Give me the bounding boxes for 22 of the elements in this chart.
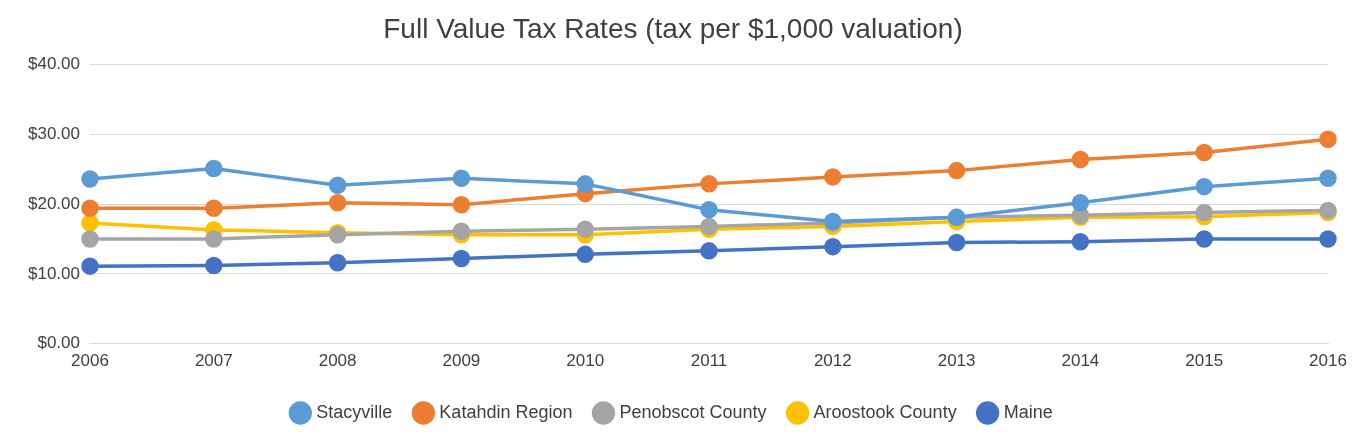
chart-title: Full Value Tax Rates (tax per $1,000 valuation)	[383, 12, 963, 44]
x-tick-label: 2012	[813, 351, 852, 371]
legend-label: Stacyville	[316, 401, 393, 422]
x-tick-label: 2009	[442, 351, 481, 371]
x-tick-label: 2016	[1309, 351, 1347, 371]
x-tick-label: 2008	[318, 351, 357, 371]
x-tick-label: 2011	[690, 351, 728, 371]
y-tick-label: $30.00	[28, 124, 80, 144]
y-tick-label: $40.00	[28, 54, 80, 74]
x-tick-label: 2010	[566, 351, 605, 371]
y-tick-label: $10.00	[28, 263, 80, 283]
x-tick-label: 2006	[71, 351, 109, 371]
y-tick-label: $0.00	[37, 333, 80, 353]
legend-label: Katahdin Region	[439, 401, 573, 422]
x-tick-label: 2014	[1061, 351, 1100, 371]
x-tick-label: 2015	[1185, 351, 1224, 371]
legend-label: Penobscot County	[619, 401, 767, 422]
legend-label: Aroostook County	[813, 401, 957, 422]
legend-label: Maine	[1003, 401, 1053, 422]
y-tick-label: $20.00	[28, 193, 80, 213]
x-tick-label: 2013	[937, 351, 976, 371]
x-tick-label: 2007	[194, 351, 233, 371]
